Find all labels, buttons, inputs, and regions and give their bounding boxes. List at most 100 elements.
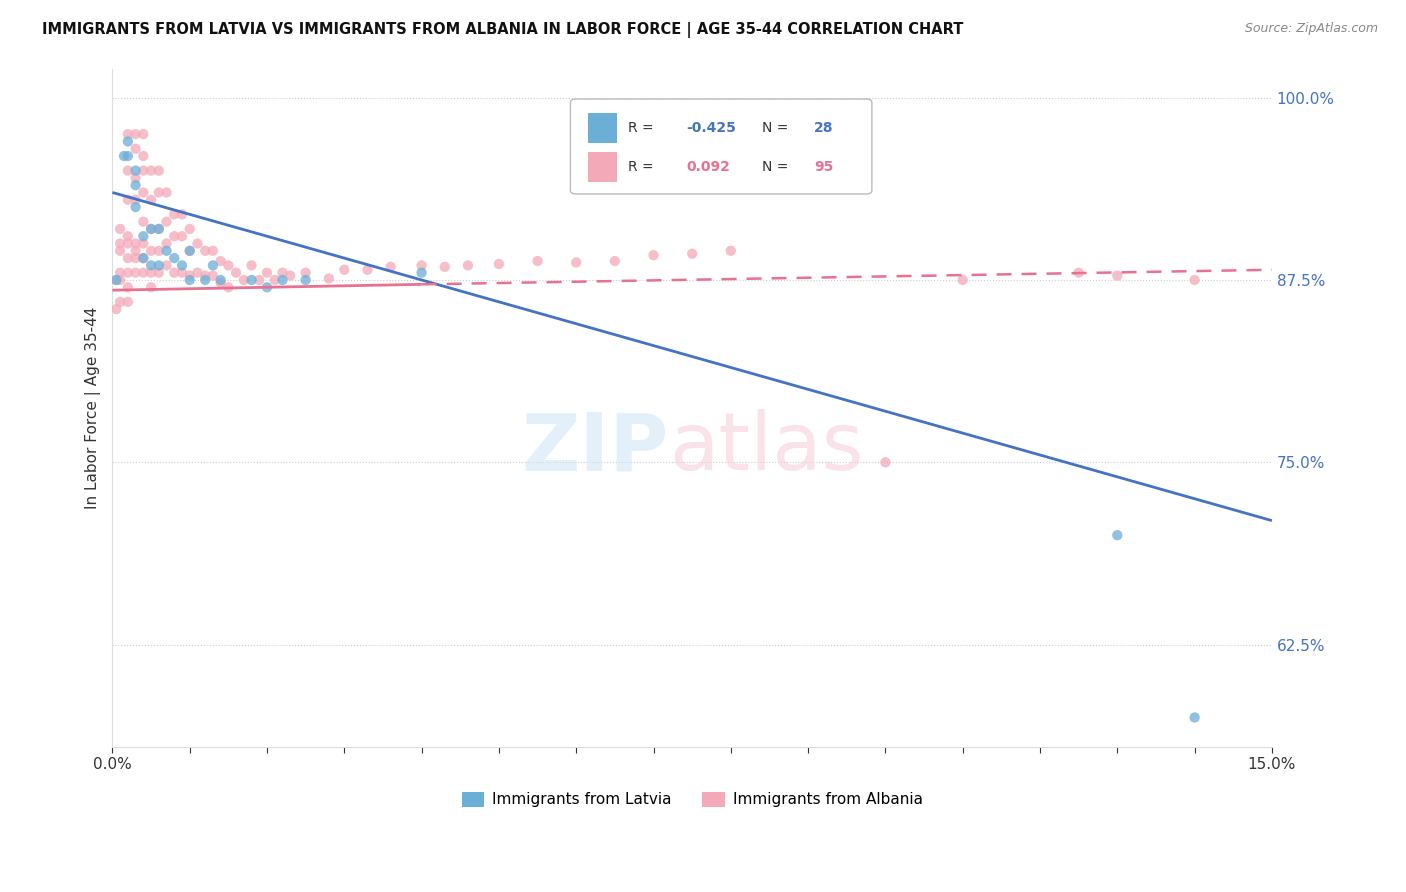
Point xyxy=(163,251,186,265)
Point xyxy=(108,236,131,251)
Point xyxy=(194,273,217,287)
Text: ZIP: ZIP xyxy=(522,409,669,487)
Point xyxy=(132,163,155,178)
Point xyxy=(155,214,177,228)
Point xyxy=(117,280,139,294)
Point xyxy=(117,135,139,149)
Point xyxy=(124,200,146,214)
Bar xyxy=(588,152,617,183)
Point xyxy=(108,294,131,309)
Point xyxy=(148,222,170,236)
Point xyxy=(170,207,193,221)
Point xyxy=(720,244,742,258)
Point xyxy=(278,268,301,283)
Point xyxy=(179,222,201,236)
Point xyxy=(186,236,208,251)
Point xyxy=(117,229,139,244)
Point xyxy=(170,259,193,273)
Point xyxy=(105,273,128,287)
Point xyxy=(256,280,278,294)
Point xyxy=(643,248,665,262)
Point xyxy=(163,266,186,280)
Point xyxy=(139,222,162,236)
Point xyxy=(294,273,316,287)
Point xyxy=(132,214,155,228)
Point xyxy=(247,273,270,287)
Point xyxy=(124,244,146,258)
Point xyxy=(179,244,201,258)
Point xyxy=(148,186,170,200)
Point xyxy=(124,178,146,193)
Text: N =: N = xyxy=(762,161,793,174)
Point xyxy=(139,163,162,178)
Point xyxy=(148,266,170,280)
Point xyxy=(1107,528,1129,542)
Point xyxy=(952,273,974,287)
Point xyxy=(124,266,146,280)
Point xyxy=(132,127,155,141)
Point xyxy=(209,273,232,287)
Point xyxy=(271,273,294,287)
Point xyxy=(240,273,263,287)
Point xyxy=(163,207,186,221)
Text: R =: R = xyxy=(628,161,658,174)
Point xyxy=(488,257,510,271)
Point xyxy=(124,127,146,141)
Point xyxy=(117,127,139,141)
Point xyxy=(117,163,139,178)
Point xyxy=(201,259,224,273)
Point xyxy=(124,142,146,156)
Point xyxy=(1184,273,1206,287)
Point xyxy=(139,244,162,258)
Point xyxy=(603,254,626,268)
Point xyxy=(108,222,131,236)
Point xyxy=(139,193,162,207)
Point xyxy=(209,276,232,290)
Point xyxy=(148,244,170,258)
Point xyxy=(148,259,170,273)
Point xyxy=(457,259,479,273)
Point xyxy=(294,266,316,280)
Point xyxy=(139,222,162,236)
Point xyxy=(433,260,456,274)
Point xyxy=(124,251,146,265)
Point xyxy=(132,236,155,251)
Point xyxy=(117,193,139,207)
Point xyxy=(108,244,131,258)
Point xyxy=(179,244,201,258)
Point xyxy=(565,255,588,269)
Point xyxy=(179,268,201,283)
Point xyxy=(263,273,285,287)
Point xyxy=(201,244,224,258)
Point xyxy=(232,273,254,287)
Point xyxy=(117,266,139,280)
Point xyxy=(117,149,139,163)
Point xyxy=(194,244,217,258)
Point xyxy=(124,170,146,185)
Text: Source: ZipAtlas.com: Source: ZipAtlas.com xyxy=(1244,22,1378,36)
Text: atlas: atlas xyxy=(669,409,863,487)
Point xyxy=(132,266,155,280)
Point xyxy=(105,302,128,317)
Bar xyxy=(588,112,617,143)
Point xyxy=(148,163,170,178)
Point xyxy=(112,149,135,163)
Point xyxy=(201,268,224,283)
Point xyxy=(333,262,356,277)
Point xyxy=(163,229,186,244)
Point xyxy=(318,271,340,285)
Point xyxy=(1184,710,1206,724)
Point xyxy=(256,266,278,280)
Point xyxy=(155,236,177,251)
Point xyxy=(124,163,146,178)
Text: -0.425: -0.425 xyxy=(686,120,737,135)
Point xyxy=(155,259,177,273)
Point xyxy=(186,266,208,280)
Point xyxy=(105,273,128,287)
Point xyxy=(124,193,146,207)
Point xyxy=(217,280,239,294)
Point xyxy=(240,259,263,273)
Point xyxy=(108,266,131,280)
Point xyxy=(170,229,193,244)
Point xyxy=(1107,268,1129,283)
